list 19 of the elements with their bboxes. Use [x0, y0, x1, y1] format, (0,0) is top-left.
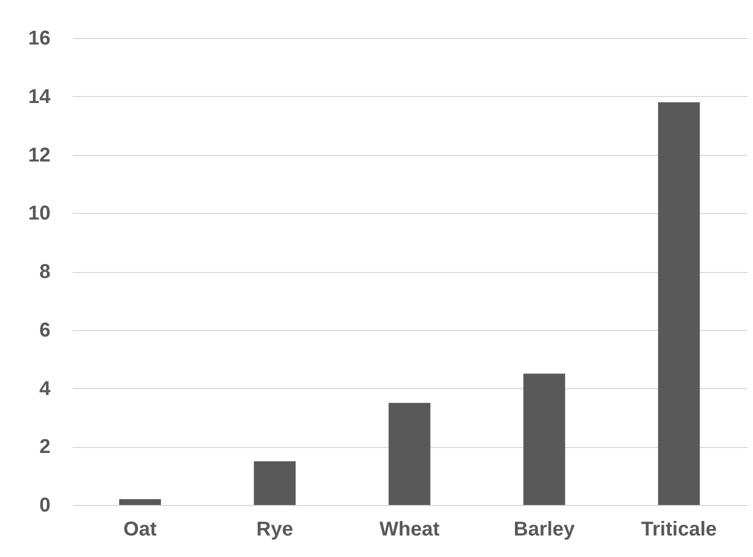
y-tick-label: 0: [39, 494, 50, 516]
y-tick-label: 8: [39, 261, 50, 283]
bar: [388, 402, 430, 505]
x-tick-label: Barley: [514, 518, 576, 540]
y-tick-label: 12: [28, 144, 50, 166]
y-tick-label: 16: [28, 28, 50, 50]
x-tick-label: Rye: [256, 518, 294, 540]
y-tick-label: 4: [39, 378, 52, 400]
bar: [658, 102, 700, 505]
x-tick-label: Triticale: [641, 518, 717, 540]
bar: [119, 499, 161, 505]
bar: [523, 374, 566, 505]
x-tick-label: Wheat: [380, 518, 440, 540]
y-tick-label: 14: [28, 86, 52, 108]
y-tick-label: 10: [28, 202, 50, 225]
y-tick-label: 2: [39, 436, 50, 458]
x-tick-label: Oat: [123, 518, 158, 540]
bar: [254, 461, 296, 505]
y-tick-label: 6: [39, 319, 50, 342]
